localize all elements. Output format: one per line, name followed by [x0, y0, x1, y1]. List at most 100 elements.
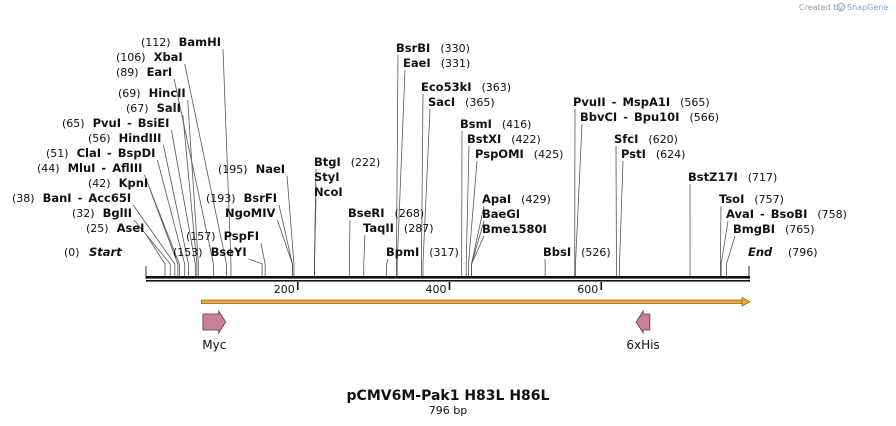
- site-position: (363): [482, 81, 512, 94]
- enzyme-name: NcoI: [314, 185, 343, 199]
- enzyme-name: BseRI: [348, 206, 385, 220]
- enzyme-name: BsrFI: [244, 191, 277, 205]
- site-position: (153): [173, 246, 203, 259]
- site-bsmi: BsmI (416): [460, 117, 531, 131]
- start-name: Start: [89, 245, 122, 259]
- site-separator: -: [78, 191, 83, 205]
- site-bani-acc65i: (38) BanI - Acc65I: [12, 191, 131, 205]
- site-position: (69): [118, 87, 141, 100]
- enzyme-name: PstI: [621, 147, 646, 161]
- site-connector: [575, 123, 583, 276]
- feature-label: 6xHis: [626, 338, 659, 352]
- site-connector: [726, 235, 736, 276]
- site-kpni: (42) KpnI: [88, 176, 148, 190]
- site-bseyi: (153) BseYI: [173, 245, 247, 259]
- enzyme-name: BstZ17I: [688, 170, 738, 184]
- site-position: (157): [186, 230, 216, 243]
- credit-text: Created by: [799, 3, 843, 12]
- enzyme-name: HincII: [149, 86, 186, 100]
- enzyme-name: AseI: [117, 221, 145, 235]
- enzyme-name: ApaI: [482, 192, 511, 206]
- site-taqii: TaqII (287): [363, 221, 434, 235]
- credit-brand: SnapGene: [847, 3, 888, 12]
- site-position: (268): [395, 207, 425, 220]
- site-connector: [144, 174, 180, 276]
- site-sfci: SfcI (620): [614, 132, 678, 146]
- map-length: 796 bp: [429, 404, 467, 417]
- enzyme-name: EaeI: [403, 56, 431, 70]
- site-position: (44): [37, 162, 60, 175]
- site-connector: [396, 54, 399, 276]
- site-position: (620): [648, 133, 678, 146]
- site-position: (422): [511, 133, 541, 146]
- start-position: (0): [64, 246, 80, 259]
- enzyme-name: BanI: [43, 191, 72, 205]
- site-pvui-bsiei: (65) PvuI - BsiEI: [62, 116, 169, 130]
- site-bstxi: BstXI (422): [467, 132, 541, 146]
- site-btgi: BtgI (222): [314, 155, 380, 169]
- site-position: (112): [141, 36, 171, 49]
- site-saci: SacI (365): [428, 95, 495, 109]
- site-xbai: (106) XbaI: [116, 50, 183, 64]
- site-position: (56): [88, 132, 111, 145]
- site-eaei: EaeI (331): [403, 56, 470, 70]
- site-position: (195): [218, 163, 248, 176]
- site-connector: [471, 235, 485, 276]
- site-position: (32): [72, 207, 95, 220]
- site-avai-bsobi: AvaI - BsoBI (758): [726, 207, 847, 221]
- site-separator: -: [101, 161, 106, 175]
- site-ngomiv: NgoMIV: [225, 206, 275, 220]
- site-position: (106): [116, 51, 146, 64]
- site-position: (365): [465, 96, 495, 109]
- ruler: 200 400 600: [274, 282, 603, 296]
- site-connector: [248, 258, 263, 276]
- backbone-top-strand: [146, 276, 750, 279]
- site-position: (67): [126, 102, 149, 115]
- enzyme-name: MspA1I: [622, 95, 670, 109]
- site-connector: [171, 129, 196, 276]
- site-labels: (25) AseI(32) BglII(38) BanI - Acc65I(42) KpnI…: [12, 35, 847, 259]
- site-bbvci-bpu10i: BbvCI - Bpu10I (566): [580, 110, 719, 124]
- orf-arrow: [201, 297, 751, 307]
- site-bbsi: BbsI (526): [543, 245, 611, 259]
- end-label: End (796): [748, 245, 818, 259]
- site-styi: StyI: [314, 170, 340, 184]
- site-hindiii: (56) HindIII: [88, 131, 161, 145]
- site-bseri: BseRI (268): [348, 206, 424, 220]
- site-position: (566): [689, 111, 719, 124]
- features: Myc 6xHis: [202, 309, 660, 352]
- site-connector: [184, 63, 227, 276]
- orf-bar: [201, 299, 745, 304]
- site-apai: ApaI (429): [482, 192, 551, 206]
- start-label: (0) Start: [64, 245, 122, 259]
- feature-label: Myc: [202, 338, 226, 352]
- site-position: (331): [441, 57, 471, 70]
- enzyme-name: TaqII: [363, 221, 394, 235]
- site-pspfi: (157) PspFI: [186, 229, 259, 243]
- site-mlui-afliii: (44) MluI - AflIII: [37, 161, 142, 175]
- enzyme-name: BsrBI: [396, 41, 430, 55]
- site-separator: -: [623, 110, 628, 124]
- enzyme-name: Acc65I: [88, 191, 131, 205]
- site-connector: [260, 242, 266, 276]
- site-connector: [421, 93, 424, 276]
- site-eco53ki: Eco53kI (363): [421, 80, 511, 94]
- site-connector: [465, 145, 470, 276]
- enzyme-name: BamHI: [179, 35, 221, 49]
- site-lines: [132, 48, 736, 276]
- enzyme-name: SfcI: [614, 132, 638, 146]
- site-connector: [348, 219, 351, 276]
- site-connector: [163, 144, 189, 276]
- site-bamhi: (112) BamHI: [141, 35, 221, 49]
- enzyme-name: StyI: [314, 170, 340, 184]
- site-connector: [363, 234, 366, 276]
- site-position: (65): [62, 117, 85, 130]
- feature-arrow: [635, 309, 651, 335]
- enzyme-name: BtgI: [314, 155, 341, 169]
- enzyme-name: BaeGI: [482, 207, 520, 221]
- site-connector: [286, 175, 295, 276]
- snapgene-logo-icon: [836, 2, 846, 12]
- enzyme-name: BsoBI: [771, 207, 808, 221]
- site-connector: [396, 69, 406, 276]
